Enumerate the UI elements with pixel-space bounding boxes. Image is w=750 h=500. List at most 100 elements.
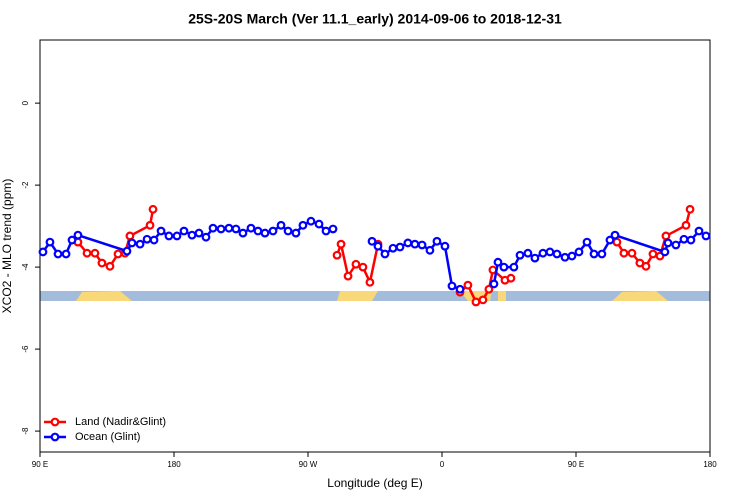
data-point xyxy=(671,240,681,250)
y-tick-label: -2 xyxy=(21,181,30,189)
data-point xyxy=(373,241,383,251)
data-point xyxy=(417,240,427,250)
data-point xyxy=(597,249,607,259)
data-point xyxy=(238,228,248,238)
x-tick-label: 0 xyxy=(440,460,445,469)
data-point xyxy=(619,248,629,258)
data-point xyxy=(681,220,691,230)
data-point xyxy=(484,284,494,294)
data-point xyxy=(298,220,308,230)
data-point xyxy=(440,241,450,251)
data-point xyxy=(641,261,651,271)
data-point xyxy=(358,262,368,272)
data-point xyxy=(589,249,599,259)
data-point xyxy=(499,262,509,272)
data-point xyxy=(425,245,435,255)
land-patch xyxy=(76,291,132,301)
data-point xyxy=(367,236,377,246)
data-point xyxy=(306,216,316,226)
data-point xyxy=(610,230,620,240)
data-point xyxy=(388,243,398,253)
data-point xyxy=(515,250,525,260)
data-point xyxy=(679,234,689,244)
y-tick-label: 0 xyxy=(21,100,30,105)
data-point xyxy=(489,279,499,289)
data-point xyxy=(149,235,159,245)
data-point xyxy=(179,226,189,236)
data-point xyxy=(523,248,533,258)
data-point xyxy=(208,223,218,233)
data-point xyxy=(148,204,158,214)
data-point xyxy=(142,234,152,244)
plot-frame xyxy=(39,39,711,453)
data-point xyxy=(127,238,137,248)
data-point xyxy=(268,226,278,236)
data-point xyxy=(194,228,204,238)
data-point xyxy=(276,220,286,230)
data-point xyxy=(343,271,353,281)
data-point xyxy=(328,224,338,234)
data-point xyxy=(545,247,555,257)
data-point xyxy=(90,248,100,258)
data-point xyxy=(365,277,375,287)
data-point xyxy=(38,247,48,257)
data-point xyxy=(122,246,132,256)
data-point xyxy=(455,284,465,294)
data-point xyxy=(351,259,361,269)
land-patch xyxy=(498,291,506,301)
data-point xyxy=(67,235,77,245)
data-point xyxy=(145,220,155,230)
data-point xyxy=(380,249,390,259)
data-point xyxy=(627,248,637,258)
data-point xyxy=(509,262,519,272)
data-point xyxy=(82,248,92,258)
data-point xyxy=(224,223,234,233)
data-point xyxy=(321,226,331,236)
x-tick-label: 180 xyxy=(167,460,181,469)
legend-label: Land (Nadir&Glint) xyxy=(75,416,166,428)
legend-marker xyxy=(50,432,60,442)
map-strip xyxy=(40,291,710,301)
data-point xyxy=(246,223,256,233)
y-tick-label: -4 xyxy=(21,263,30,271)
data-point xyxy=(332,250,342,260)
data-point xyxy=(661,231,671,241)
data-point xyxy=(567,251,577,261)
data-point xyxy=(574,247,584,257)
data-point xyxy=(291,228,301,238)
x-tick-label: 180 xyxy=(703,460,717,469)
data-point xyxy=(530,253,540,263)
data-point xyxy=(612,237,622,247)
data-point xyxy=(283,226,293,236)
data-point xyxy=(410,239,420,249)
data-point xyxy=(660,247,670,257)
data-point xyxy=(73,230,83,240)
data-point xyxy=(164,231,174,241)
x-tick-label: 90 W xyxy=(299,460,318,469)
data-point xyxy=(605,235,615,245)
land-patch xyxy=(612,291,668,301)
data-point xyxy=(701,231,711,241)
data-point xyxy=(694,226,704,236)
legend-label: Ocean (Glint) xyxy=(75,431,140,443)
data-point xyxy=(172,231,182,241)
data-point xyxy=(201,232,211,242)
x-axis-label: Longitude (deg E) xyxy=(327,476,422,490)
data-point xyxy=(314,219,324,229)
data-point xyxy=(403,238,413,248)
land-patch xyxy=(337,291,378,301)
data-point xyxy=(560,252,570,262)
data-point xyxy=(187,230,197,240)
data-point xyxy=(395,242,405,252)
data-point xyxy=(97,258,107,268)
data-point xyxy=(336,239,346,249)
chart-title: 25S-20S March (Ver 11.1_early) 2014-09-0… xyxy=(188,11,562,27)
y-tick-label: -8 xyxy=(21,427,30,435)
data-point xyxy=(506,273,516,283)
x-tick-label: 90 E xyxy=(568,460,584,469)
data-point xyxy=(685,204,695,214)
data-point xyxy=(538,248,548,258)
data-point xyxy=(61,249,71,259)
